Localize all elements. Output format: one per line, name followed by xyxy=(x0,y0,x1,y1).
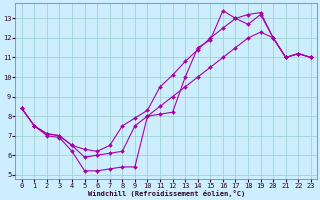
X-axis label: Windchill (Refroidissement éolien,°C): Windchill (Refroidissement éolien,°C) xyxy=(88,190,245,197)
